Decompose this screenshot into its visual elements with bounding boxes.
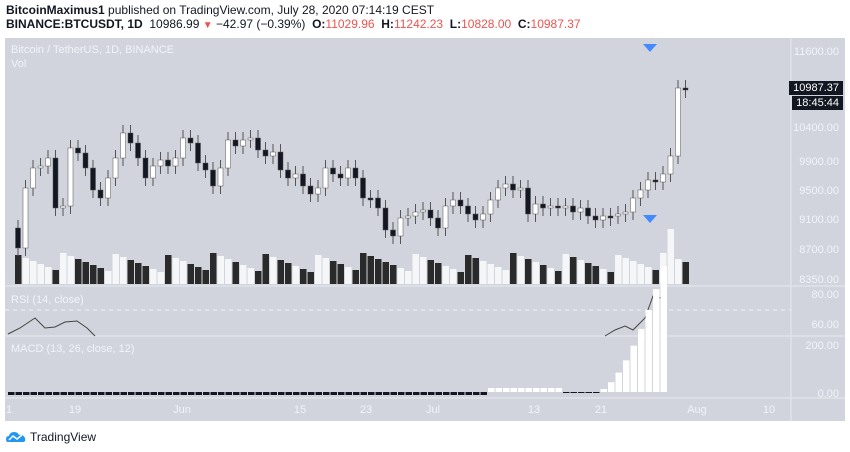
change-value: −42.97 (−0.39%) xyxy=(216,17,306,31)
publish-info: BitcoinMaximus1 published on TradingView… xyxy=(6,3,434,17)
close-label: C: xyxy=(517,17,531,31)
countdown-tag: 18:45:44 xyxy=(792,96,843,110)
time-axis-label: Jul xyxy=(425,404,441,416)
high-label: H: xyxy=(381,17,394,31)
macd-axis-label: 0.00 xyxy=(817,388,839,400)
time-axis-label: 10 xyxy=(762,404,776,416)
symbol-legend: BINANCE:BTCUSDT, 1D 10986.99 ▼ −42.97 (−… xyxy=(6,17,581,31)
tradingview-cloud-icon xyxy=(6,432,26,442)
price-axis-label: 9500.00 xyxy=(799,185,839,197)
price-axis-label: 8350.00 xyxy=(799,274,839,286)
brand-name: TradingView xyxy=(30,430,97,444)
publish-text: published on TradingView.com, July 28, 2… xyxy=(108,3,435,17)
price-axis-label: 10400.00 xyxy=(793,122,839,134)
tradingview-logo[interactable]: TradingView xyxy=(6,430,96,444)
chart-area[interactable]: Bitcoin / TetherUS, 1D, BINANCE Vol RSI … xyxy=(5,38,845,421)
last-price: 10986.99 xyxy=(149,17,200,31)
rsi-axis-label: 60.00 xyxy=(811,319,839,331)
rsi-title: RSI (14, close) xyxy=(11,294,84,306)
time-axis-label: 23 xyxy=(359,404,373,416)
high-value: 11242.23 xyxy=(393,17,444,31)
signal-marker-icon xyxy=(643,215,657,223)
author-name[interactable]: BitcoinMaximus1 xyxy=(6,3,105,17)
time-axis-label: 19 xyxy=(68,404,82,416)
open-value: 11029.96 xyxy=(325,17,375,31)
price-axis-label: 9900.00 xyxy=(799,156,839,168)
open-label: O: xyxy=(312,17,326,31)
macd-title: MACD (13, 26, close, 12) xyxy=(11,343,135,355)
time-axis-label: 13 xyxy=(527,404,541,416)
symbol-name: BINANCE:BTCUSDT, 1D xyxy=(6,17,143,31)
signal-marker-icon xyxy=(643,44,657,52)
chart-canvas[interactable] xyxy=(5,38,845,421)
price-axis-label: 11600.00 xyxy=(793,46,839,58)
volume-label: Vol xyxy=(11,58,27,70)
last-price-tag: 10987.37 xyxy=(789,81,843,95)
low-value: 10828.00 xyxy=(461,17,512,31)
time-axis-label: 21 xyxy=(594,404,608,416)
time-axis-label: Aug xyxy=(687,404,707,416)
down-triangle-icon: ▼ xyxy=(202,20,213,31)
close-value: 10987.37 xyxy=(530,17,581,31)
macd-axis-label: 200.00 xyxy=(805,340,839,352)
low-label: L: xyxy=(449,17,462,31)
main-pane-title: Bitcoin / TetherUS, 1D, BINANCE xyxy=(11,44,175,56)
time-axis-label: Jun xyxy=(173,404,191,416)
price-axis-label: 8700.00 xyxy=(799,244,839,256)
time-axis-label: 1 xyxy=(5,404,13,416)
price-axis-label: 9100.00 xyxy=(799,214,839,226)
time-axis-label: 15 xyxy=(293,404,307,416)
rsi-axis-label: 80.00 xyxy=(811,289,839,301)
